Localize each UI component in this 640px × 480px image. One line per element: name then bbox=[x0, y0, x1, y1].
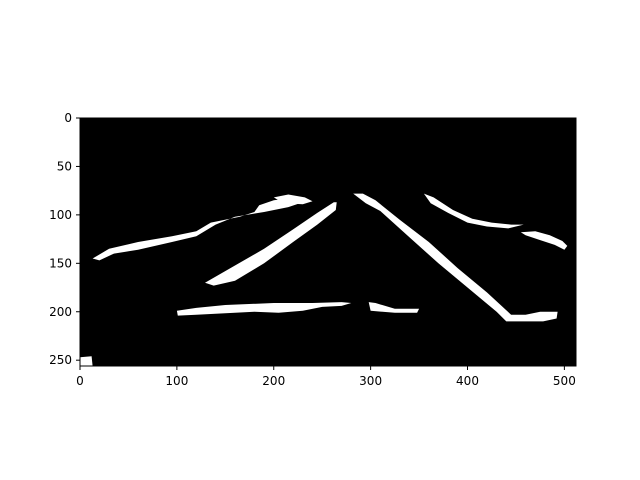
bottom-left-bar bbox=[176, 302, 352, 316]
far-right-fragment bbox=[520, 231, 568, 250]
x-tick-label: 400 bbox=[456, 374, 479, 388]
left-lane-line bbox=[92, 197, 303, 261]
center-left-line bbox=[205, 202, 337, 286]
y-tick-label: 250 bbox=[49, 353, 72, 367]
y-tick-label: 100 bbox=[49, 208, 72, 222]
right-lane-line bbox=[423, 193, 524, 229]
y-tick-label: 0 bbox=[64, 111, 72, 125]
x-tick-label: 200 bbox=[262, 374, 285, 388]
plot-area bbox=[79, 117, 577, 367]
top-left-fragment bbox=[273, 194, 313, 205]
bottom-left-speck bbox=[80, 356, 93, 366]
y-tick-label: 150 bbox=[49, 256, 72, 270]
x-tick-label: 300 bbox=[359, 374, 382, 388]
bottom-center-fragment bbox=[368, 302, 420, 313]
y-tick-label: 50 bbox=[57, 159, 72, 173]
x-tick-label: 0 bbox=[76, 374, 84, 388]
y-tick-label: 200 bbox=[49, 305, 72, 319]
center-right-line bbox=[353, 193, 558, 322]
y-axis: 0 50 100 150 200 250 bbox=[49, 111, 80, 367]
x-tick-label: 100 bbox=[165, 374, 188, 388]
axes-frame bbox=[79, 117, 577, 367]
x-tick-label: 500 bbox=[553, 374, 576, 388]
x-axis: 0 100 200 300 400 500 bbox=[76, 366, 576, 388]
